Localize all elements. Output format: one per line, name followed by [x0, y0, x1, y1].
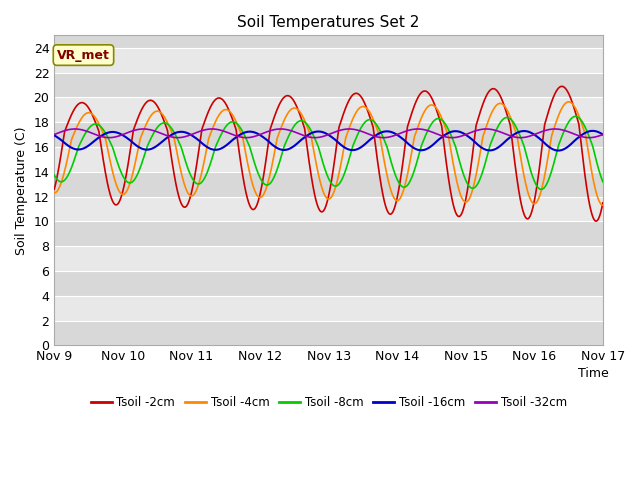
Tsoil -8cm	[538, 187, 545, 192]
Tsoil -16cm	[449, 129, 456, 134]
Tsoil -8cm	[599, 179, 607, 185]
Tsoil -32cm	[582, 134, 590, 140]
Tsoil -4cm	[565, 99, 573, 105]
Tsoil -4cm	[555, 112, 563, 118]
Tsoil -2cm	[558, 84, 566, 89]
Tsoil -2cm	[582, 181, 590, 187]
Bar	[54, 172, 603, 197]
Bar	[54, 23, 603, 48]
Tsoil -16cm	[285, 146, 293, 152]
Tsoil -8cm	[311, 136, 319, 142]
Tsoil -4cm	[599, 203, 607, 208]
Tsoil -8cm	[582, 127, 590, 132]
Tsoil -16cm	[311, 129, 319, 135]
Bar	[54, 321, 603, 346]
Bar	[54, 296, 603, 321]
Line: Tsoil -16cm: Tsoil -16cm	[54, 131, 603, 151]
Tsoil -2cm	[285, 93, 293, 99]
Tsoil -8cm	[51, 172, 58, 178]
Tsoil -8cm	[285, 132, 293, 138]
Tsoil -4cm	[281, 116, 289, 122]
Bar	[54, 122, 603, 147]
Tsoil -16cm	[599, 132, 607, 137]
Tsoil -4cm	[285, 108, 293, 114]
Tsoil -2cm	[311, 193, 319, 199]
Tsoil -4cm	[51, 190, 58, 196]
Tsoil -32cm	[555, 126, 563, 132]
Title: Soil Temperatures Set 2: Soil Temperatures Set 2	[237, 15, 420, 30]
Bar	[54, 271, 603, 296]
Line: Tsoil -2cm: Tsoil -2cm	[54, 86, 603, 221]
Tsoil -8cm	[555, 142, 563, 147]
Bar	[54, 221, 603, 246]
Bar	[54, 246, 603, 271]
Tsoil -4cm	[311, 154, 319, 160]
Tsoil -32cm	[449, 135, 457, 141]
Tsoil -2cm	[592, 218, 600, 224]
Tsoil -32cm	[71, 126, 79, 132]
Tsoil -32cm	[311, 135, 319, 141]
Bar	[54, 147, 603, 172]
Tsoil -16cm	[554, 148, 562, 154]
X-axis label: Time: Time	[578, 367, 609, 380]
Tsoil -8cm	[449, 137, 456, 143]
Tsoil -16cm	[582, 130, 590, 135]
Tsoil -4cm	[582, 136, 590, 142]
Text: VR_met: VR_met	[57, 48, 110, 61]
Tsoil -32cm	[586, 135, 593, 141]
Bar	[54, 48, 603, 72]
Legend: Tsoil -2cm, Tsoil -4cm, Tsoil -8cm, Tsoil -16cm, Tsoil -32cm: Tsoil -2cm, Tsoil -4cm, Tsoil -8cm, Tsoi…	[86, 392, 572, 414]
Tsoil -16cm	[281, 147, 289, 153]
Tsoil -32cm	[281, 126, 289, 132]
Line: Tsoil -4cm: Tsoil -4cm	[54, 102, 603, 205]
Tsoil -32cm	[599, 132, 607, 137]
Y-axis label: Soil Temperature (C): Soil Temperature (C)	[15, 126, 28, 254]
Tsoil -2cm	[281, 94, 289, 100]
Tsoil -2cm	[555, 85, 563, 91]
Tsoil -2cm	[599, 200, 607, 205]
Tsoil -4cm	[449, 158, 456, 164]
Tsoil -16cm	[589, 128, 596, 134]
Tsoil -32cm	[51, 132, 58, 137]
Bar	[54, 72, 603, 97]
Tsoil -8cm	[281, 142, 289, 148]
Tsoil -2cm	[449, 200, 456, 205]
Bar	[54, 97, 603, 122]
Tsoil -2cm	[51, 186, 58, 192]
Tsoil -8cm	[572, 113, 579, 119]
Tsoil -16cm	[555, 148, 563, 154]
Bar	[54, 197, 603, 221]
Line: Tsoil -32cm: Tsoil -32cm	[54, 129, 603, 138]
Line: Tsoil -8cm: Tsoil -8cm	[54, 116, 603, 190]
Tsoil -16cm	[51, 132, 58, 138]
Tsoil -32cm	[285, 127, 293, 133]
